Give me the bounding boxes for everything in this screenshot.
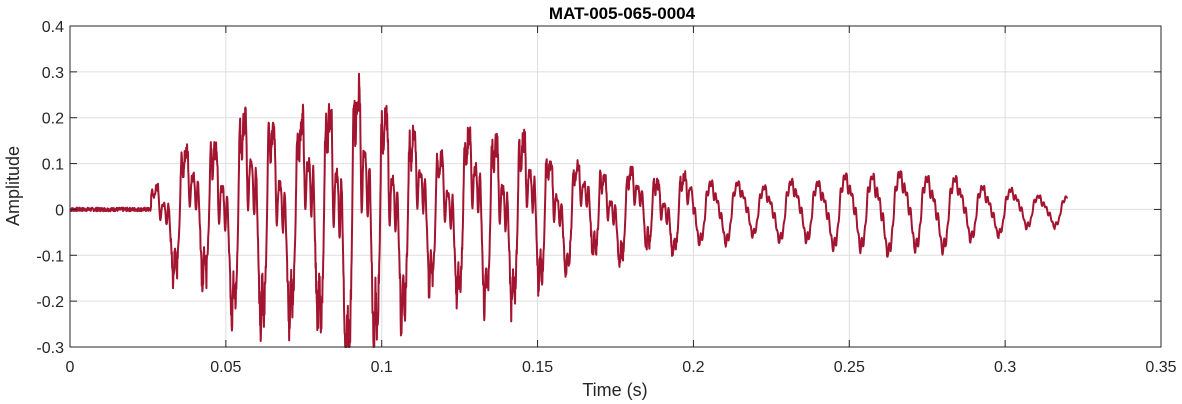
y-tick-label: 0.2 xyxy=(42,111,64,128)
x-axis: 0 0.05 0.1 0.15 0.2 0.25 0.3 0.35 xyxy=(66,26,1177,376)
y-axis: -0.3 -0.2 -0.1 0 0.1 0.2 0.3 0.4 xyxy=(36,19,1161,357)
x-tick-label: 0.35 xyxy=(1145,359,1176,376)
y-tick-label: -0.2 xyxy=(36,294,64,311)
y-tick-label: 0.1 xyxy=(42,157,64,174)
y-tick-label: -0.1 xyxy=(36,248,64,265)
y-tick-label: 0.4 xyxy=(42,19,64,36)
y-tick-label: 0.3 xyxy=(42,65,64,82)
series-line-waveform xyxy=(69,72,1069,348)
x-axis-label: Time (s) xyxy=(582,380,647,400)
x-tick-label: 0.25 xyxy=(834,359,865,376)
x-tick-label: 0.2 xyxy=(682,359,704,376)
x-tick-label: 0 xyxy=(66,359,75,376)
y-tick-label: -0.3 xyxy=(36,340,64,357)
x-tick-label: 0.15 xyxy=(522,359,553,376)
y-axis-label: Amplitude xyxy=(3,146,23,226)
x-tick-label: 0.05 xyxy=(210,359,241,376)
x-tick-label: 0.1 xyxy=(371,359,393,376)
axes-box xyxy=(69,25,1162,348)
y-tick-label: 0 xyxy=(55,202,64,219)
plot-area xyxy=(69,72,1069,348)
x-tick-label: 0.3 xyxy=(994,359,1016,376)
chart-title: MAT-005-065-0004 xyxy=(549,4,696,23)
grid-lines xyxy=(69,25,1162,348)
